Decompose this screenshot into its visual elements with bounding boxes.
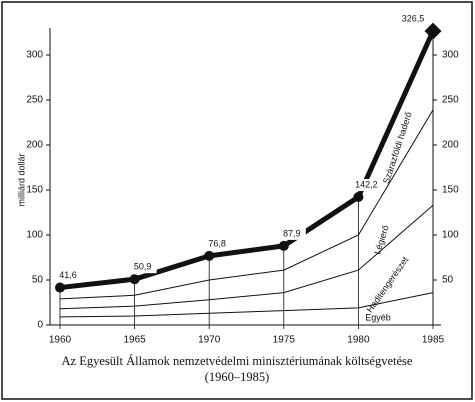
y2-tick-label: 100	[442, 230, 459, 241]
x-tick-label: 1975	[273, 335, 296, 346]
series-label: Szárazföldi haderő	[381, 111, 414, 185]
total-marker	[353, 192, 364, 203]
label-bg	[54, 269, 82, 282]
y2-tick-label: 150	[442, 185, 459, 196]
y-axis-label: milliárd dollár	[16, 153, 26, 206]
total-marker	[278, 240, 289, 251]
y-tick-label: 150	[26, 185, 43, 196]
series-line	[59, 204, 434, 310]
x-tick-label: 1980	[347, 335, 370, 346]
y-tick-label: 200	[26, 140, 43, 151]
total-marker	[424, 22, 442, 40]
total-label: 326,5	[402, 14, 425, 24]
y2-tick-label: 50	[442, 275, 454, 286]
x-tick-label: 1960	[49, 335, 72, 346]
label-bg	[203, 237, 232, 250]
total-marker	[204, 250, 215, 261]
total-label: 87,9	[283, 228, 301, 238]
y-tick-label: 250	[26, 95, 43, 106]
series-line	[59, 292, 434, 318]
label-bg	[399, 13, 427, 26]
chart-subtitle: (1960–1985)	[205, 370, 270, 384]
total-label: 50,9	[134, 262, 152, 272]
x-tick-label: 1970	[198, 335, 221, 346]
label-bg	[352, 179, 381, 192]
y-tick-label: 300	[26, 50, 43, 61]
series-line	[59, 109, 434, 300]
series-label: Légierő	[372, 224, 391, 256]
y-tick-label: 50	[32, 275, 44, 286]
total-line	[59, 30, 436, 291]
total-marker	[129, 274, 140, 285]
y2-tick-label: 250	[442, 95, 459, 106]
total-marker	[55, 282, 65, 293]
chart-title: Az Egyesült Államok nemzetvédelmi minisz…	[62, 354, 413, 368]
label-bg	[128, 261, 157, 274]
y2-tick-label: 200	[442, 140, 459, 151]
total-label: 76,8	[208, 238, 226, 248]
y2-tick-label: 300	[442, 50, 459, 61]
y-tick-label: 0	[37, 320, 43, 331]
total-label: 142,2	[355, 179, 378, 189]
series-label: Haditengerészet	[365, 255, 411, 315]
total-label: 41,6	[59, 270, 77, 280]
label-bg	[277, 227, 306, 240]
x-tick-label: 1985	[422, 335, 445, 346]
series-label: Egyéb	[365, 312, 391, 322]
y-tick-label: 100	[26, 230, 43, 241]
x-tick-label: 1965	[123, 335, 146, 346]
